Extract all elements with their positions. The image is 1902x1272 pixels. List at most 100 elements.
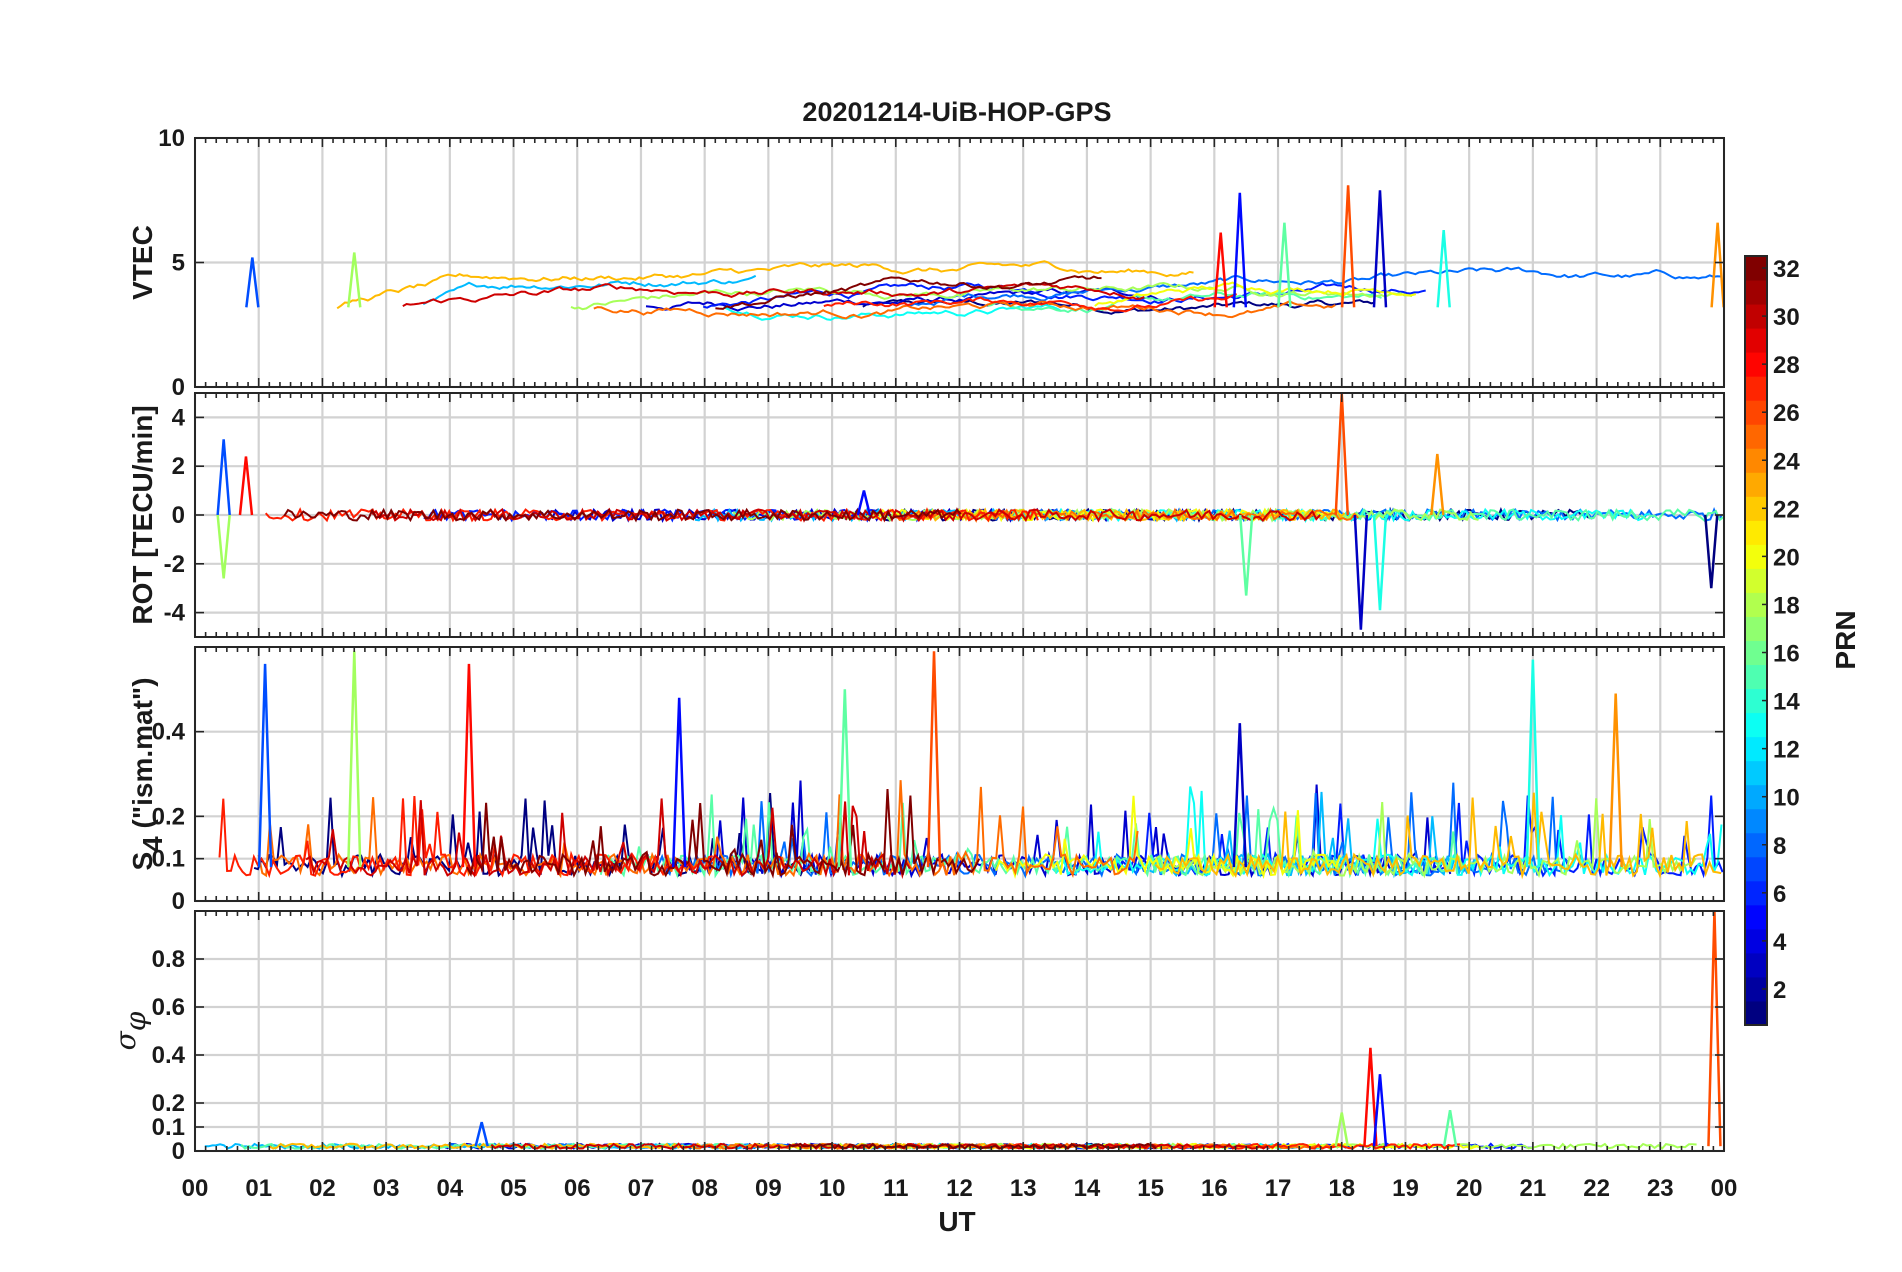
y-axis-label: S4 ("ism.mat") <box>127 677 168 870</box>
y-tick-label: 0 <box>172 502 185 529</box>
colorbar-segment <box>1745 904 1767 930</box>
colorbar-segment <box>1745 664 1767 690</box>
event-spike <box>1704 514 1719 589</box>
series-line <box>466 788 981 879</box>
traces <box>216 393 1724 630</box>
colorbar-segment <box>1745 832 1767 858</box>
colorbar-segment <box>1745 640 1767 666</box>
y-tick-label: 0 <box>172 374 185 401</box>
series-line <box>994 795 1341 880</box>
y-tick-label: 0.2 <box>152 1090 185 1117</box>
x-tick-label: 21 <box>1520 1175 1547 1202</box>
colorbar-tick-label: 32 <box>1773 256 1800 283</box>
colorbar-segment <box>1745 688 1767 714</box>
colorbar-segment <box>1745 400 1767 425</box>
colorbar-segment <box>1745 376 1767 401</box>
series-line <box>218 795 713 879</box>
colorbar-segment <box>1745 472 1767 497</box>
x-tick-label: 07 <box>628 1175 655 1202</box>
colorbar-tick-label: 6 <box>1773 881 1786 908</box>
x-tick-label: 10 <box>819 1175 846 1202</box>
event-spike <box>1525 659 1541 868</box>
colorbar-segment <box>1745 280 1767 305</box>
series-line <box>253 792 813 879</box>
event-spike <box>837 689 853 868</box>
x-tick-label: 16 <box>1201 1175 1228 1202</box>
x-tick-label: 22 <box>1583 1175 1610 1202</box>
x-tick-label: 12 <box>946 1175 973 1202</box>
x-tick-label: 18 <box>1328 1175 1355 1202</box>
colorbar-segment <box>1745 1000 1767 1026</box>
colorbar-segment <box>1745 568 1767 593</box>
y-tick-label: 5 <box>172 250 185 277</box>
x-axis: 00 01 02 03 04 05 06 07 08 09 10 11 12 13 14 15 16 17 18 19… <box>182 1175 1738 1202</box>
event-spike <box>216 514 231 579</box>
colorbar-tick-label: 20 <box>1773 544 1800 571</box>
colorbar-tick-label: 18 <box>1773 592 1800 619</box>
chart-title: 20201214-UiB-HOP-GPS <box>802 97 1111 127</box>
event-spike <box>1372 514 1388 611</box>
colorbar-segment <box>1745 496 1767 521</box>
x-tick-label: 11 <box>883 1175 908 1202</box>
series-line <box>715 275 1102 310</box>
colorbar-segment <box>1745 856 1767 882</box>
event-spike <box>926 651 942 868</box>
x-tick-label: 19 <box>1392 1175 1419 1202</box>
colorbar-segment <box>1745 352 1767 377</box>
colorbar-tick-label: 16 <box>1773 641 1800 668</box>
colorbar-segment <box>1745 592 1767 617</box>
colorbar-frame <box>1744 255 1768 1026</box>
panel-3: 0 0.1 0.2 0.4S4 ("ism.mat") <box>127 646 1726 915</box>
series-line <box>593 300 1336 320</box>
event-spike <box>245 257 260 308</box>
event-spike <box>347 252 362 308</box>
event-spike <box>1334 1112 1349 1147</box>
event-spike <box>1442 1109 1458 1147</box>
event-spike <box>1710 222 1724 308</box>
event-spike <box>1238 514 1254 596</box>
event-spike <box>1372 190 1388 308</box>
y-tick-label: 0.4 <box>152 719 186 746</box>
event-spike <box>1277 222 1292 308</box>
event-spike <box>1232 192 1248 308</box>
event-spike <box>1363 1047 1378 1147</box>
colorbar-label: PRN <box>1830 610 1861 669</box>
y-axis-label: VTEC <box>127 225 158 300</box>
colorbar-tick-label: 8 <box>1773 833 1786 860</box>
colorbar-segment <box>1745 448 1767 473</box>
y-tick-label: 0.1 <box>152 1114 185 1141</box>
series-line <box>1154 792 1722 880</box>
panel-1: 0 5 10 VTEC <box>127 125 1726 401</box>
series-line <box>987 290 1382 314</box>
traces <box>218 651 1724 880</box>
x-tick-label: 17 <box>1265 1175 1292 1202</box>
panel-4: 00.10.2 0.4 0.6 0.8 σφ <box>109 910 1726 1165</box>
series-line <box>788 1142 1157 1150</box>
colorbar-segment <box>1745 424 1767 449</box>
panel-2: -4 -2 0 2 4 ROT [TECU/min] <box>127 392 1726 638</box>
colorbar-segment <box>1745 784 1767 810</box>
colorbar-segment <box>1745 520 1767 545</box>
event-spike <box>216 439 231 516</box>
event-spike <box>1353 514 1369 630</box>
colorbar-tick-label: 14 <box>1773 689 1800 716</box>
colorbar-tick-label: 28 <box>1773 352 1800 379</box>
x-tick-label: 00 <box>1711 1175 1738 1202</box>
y-tick-label: 4 <box>172 404 186 431</box>
colorbar-segment <box>1745 616 1767 641</box>
series-line <box>305 798 911 880</box>
series-line <box>1094 281 1417 307</box>
colorbar-tick-label: 30 <box>1773 304 1800 331</box>
event-spike <box>474 1121 489 1147</box>
event-spike <box>1436 230 1451 308</box>
event-spike <box>671 697 687 868</box>
event-spike <box>238 456 254 516</box>
traces <box>245 185 1724 321</box>
series-line <box>923 507 1346 523</box>
series-line <box>723 303 1061 321</box>
y-tick-label: 0.1 <box>152 846 185 873</box>
y-tick-label: 0.6 <box>152 994 185 1021</box>
colorbar-tick-label: 2 <box>1773 977 1786 1004</box>
